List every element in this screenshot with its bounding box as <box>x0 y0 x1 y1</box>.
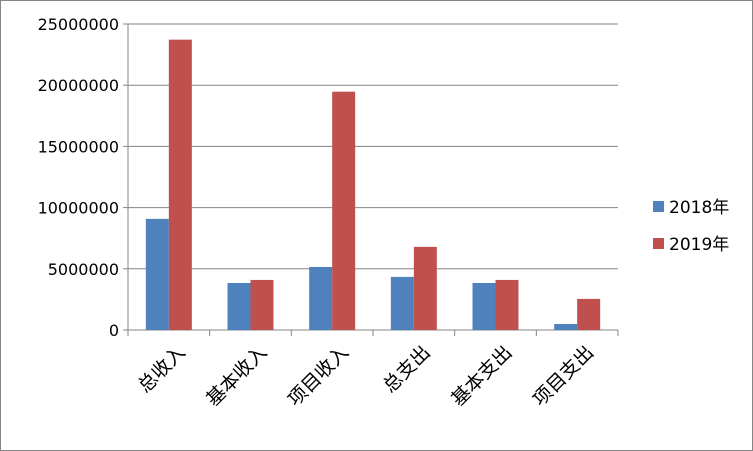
y-tick-label: 10000000 <box>38 199 119 218</box>
bar-2019年 <box>413 246 437 330</box>
x-tick-label: 基本收入 <box>202 341 271 410</box>
legend-swatch <box>653 201 664 212</box>
legend-label: 2018年 <box>669 198 729 218</box>
bar-2019年 <box>332 91 356 331</box>
y-tick-label: 5000000 <box>48 260 119 279</box>
x-tick-label: 总支出 <box>379 341 435 397</box>
bar-2018年 <box>390 276 414 330</box>
x-tick-label: 项目收入 <box>284 341 353 410</box>
bar-2019年 <box>168 39 192 330</box>
bar-2019年 <box>495 279 519 330</box>
y-tick-label: 15000000 <box>38 137 119 156</box>
x-tick-label: 总收入 <box>134 341 190 397</box>
bar-2018年 <box>145 218 169 330</box>
bar-2019年 <box>250 279 274 330</box>
bar-2018年 <box>472 282 496 330</box>
x-tick-label: 基本支出 <box>447 341 516 410</box>
y-tick-label: 20000000 <box>38 76 119 95</box>
y-tick-label: 0 <box>109 321 119 340</box>
legend-swatch <box>653 238 664 249</box>
bar-2019年 <box>577 298 601 330</box>
legend-label: 2019年 <box>669 235 729 255</box>
bar-2018年 <box>554 324 578 330</box>
bar-2018年 <box>227 282 251 330</box>
y-tick-label: 25000000 <box>38 15 119 34</box>
bar-2018年 <box>309 266 333 330</box>
x-tick-label: 项目支出 <box>529 341 598 410</box>
